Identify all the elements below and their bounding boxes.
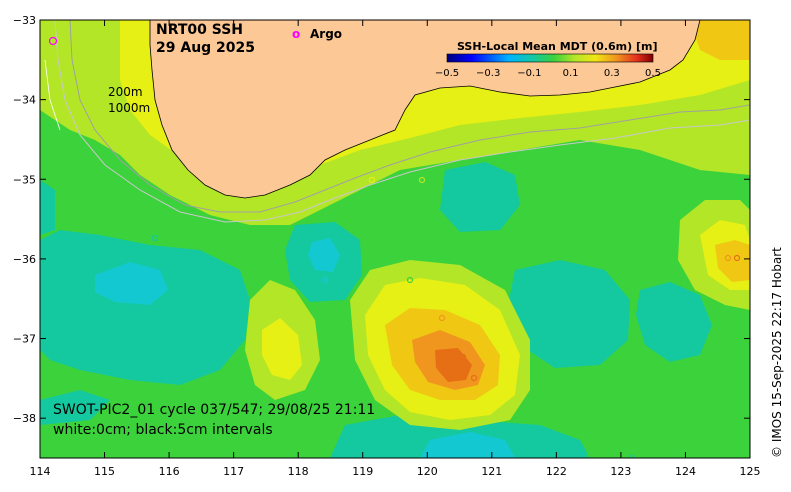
marker <box>674 214 682 222</box>
x-tick-label: 121 <box>481 465 502 478</box>
x-tick-label: 125 <box>740 465 761 478</box>
marker <box>693 136 701 144</box>
colorbar-tick-label: −0.1 <box>517 68 541 79</box>
marker <box>584 454 592 458</box>
x-tick-label: 114 <box>30 465 51 478</box>
colorbar-tick-label: −0.5 <box>435 68 459 79</box>
eddy-east-level3 <box>715 240 750 282</box>
low-region-west <box>40 230 250 385</box>
y-tick-label: −34 <box>13 94 36 107</box>
x-tick-label: 123 <box>610 465 631 478</box>
x-tick-label: 122 <box>546 465 567 478</box>
x-tick-label: 118 <box>288 465 309 478</box>
marker <box>279 454 287 458</box>
marker <box>438 314 446 322</box>
argo-marker <box>48 36 58 46</box>
marker <box>470 374 478 382</box>
colorbar-ticks: −0.5 −0.3 −0.1 0.1 0.3 0.5 <box>435 68 661 79</box>
marker <box>490 454 498 458</box>
low-region-northeast <box>440 162 520 232</box>
marker <box>151 234 159 242</box>
isobath-1000m <box>54 20 750 223</box>
colorbar-tick-label: 0.5 <box>645 68 661 79</box>
y-tick-label: −37 <box>13 333 36 346</box>
imos-credit: © IMOS 15-Sep-2025 22:17 Hobart <box>770 247 784 458</box>
colorbar-gradient <box>446 53 654 63</box>
plot-frame <box>39 19 751 459</box>
argo-legend-label: Argo <box>310 27 342 41</box>
low-region-southwest <box>40 390 110 425</box>
marker <box>321 276 329 284</box>
isobath-label-1000m: 1000m <box>108 101 150 115</box>
marker <box>628 454 636 458</box>
x-tick-label: 120 <box>417 465 438 478</box>
eddy-center-level5 <box>435 348 472 382</box>
x-tick-label: 116 <box>159 465 180 478</box>
isobath-label-200m: 200m <box>108 85 143 99</box>
x-tick-label: 124 <box>675 465 696 478</box>
marker <box>368 176 376 184</box>
marker <box>448 336 456 344</box>
land-australia <box>149 20 701 199</box>
y-tick-label: −33 <box>13 14 36 27</box>
colorbar-title: SSH-Local Mean MDT (0.6m) [m] <box>457 40 657 53</box>
y-tick-label: −35 <box>13 173 36 186</box>
map-title-product: NRT00 SSH <box>156 22 243 38</box>
marker <box>154 211 162 219</box>
low-region-center-core <box>308 238 340 272</box>
colorbar-tick-label: 0.1 <box>563 68 579 79</box>
marker <box>614 454 622 458</box>
argo-legend-icon: o <box>292 27 300 41</box>
x-tick-label: 115 <box>94 465 115 478</box>
x-tick-label: 117 <box>223 465 244 478</box>
marker <box>724 254 732 262</box>
marker <box>733 254 741 262</box>
x-axis: 114 115 116 117 118 119 120 121 122 123 124 125 <box>30 20 761 478</box>
y-tick-label: −38 <box>13 412 36 425</box>
swot-pass-annotation: SWOT-PIC2_01 cycle 037/547; 29/08/25 21:… <box>53 402 375 418</box>
colorbar-tick-label: 0.3 <box>604 68 620 79</box>
y-tick-label: −36 <box>13 253 36 266</box>
isobath-200m <box>69 20 750 213</box>
plot-area <box>40 20 750 458</box>
marker <box>406 276 414 284</box>
marker <box>459 353 467 361</box>
contour-interval-note: white:0cm; black:5cm intervals <box>53 422 273 438</box>
low-region-east <box>508 260 630 368</box>
y-axis: −33 −34 −35 −36 −37 −38 <box>13 14 750 425</box>
low-region-far-east <box>636 282 712 362</box>
shelf-band-orange <box>690 20 750 60</box>
marker <box>566 294 574 302</box>
low-region-west-core <box>95 262 168 305</box>
observation-markers <box>48 36 741 458</box>
marker <box>558 192 566 200</box>
marker <box>249 335 255 341</box>
marker <box>401 334 409 342</box>
x-tick-label: 119 <box>352 465 373 478</box>
eddy-west-level2 <box>262 318 302 380</box>
low-region-northwest <box>40 180 55 235</box>
isobath-coast-white <box>44 59 61 131</box>
map-title-date: 29 Aug 2025 <box>156 40 255 56</box>
colorbar: SSH-Local Mean MDT (0.6m) [m] −0.5 −0.3 −0… <box>435 40 661 79</box>
colorbar-tick-label: −0.3 <box>476 68 500 79</box>
low-region-south-core <box>420 432 515 458</box>
marker <box>418 176 426 184</box>
